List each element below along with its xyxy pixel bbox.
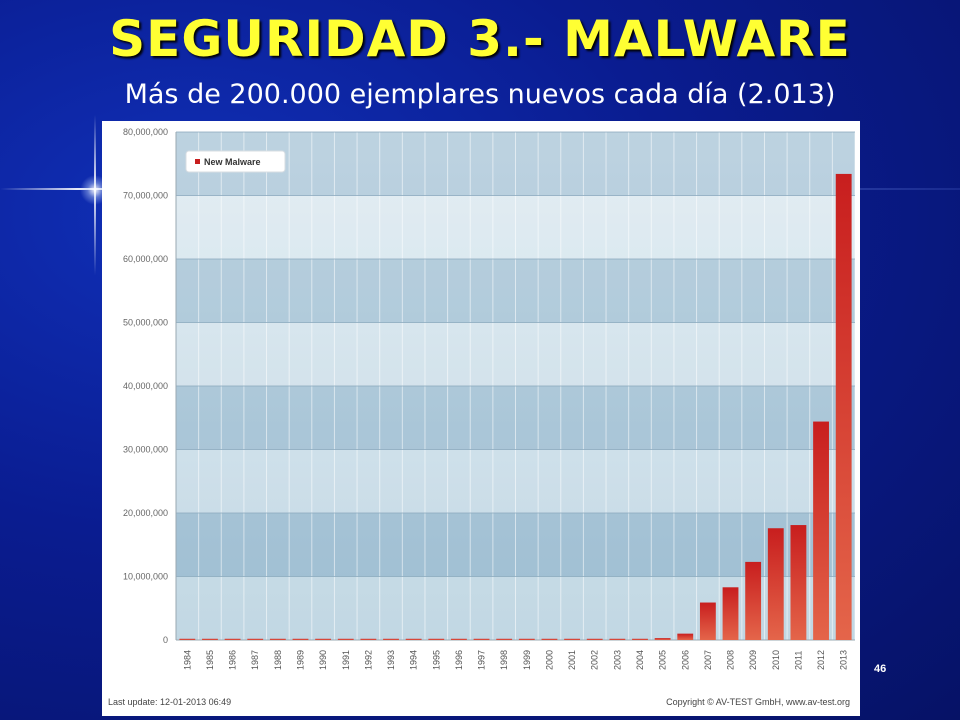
- x-tick-label: 2000: [544, 650, 554, 670]
- x-tick-label: 2005: [658, 650, 668, 670]
- bar-2004: [632, 638, 648, 640]
- legend-box: [185, 150, 286, 173]
- malware-chart-panel: 0 10,000,000 20,000,000 30,000,000 40,000,00…: [102, 121, 860, 716]
- x-tick-label: 2006: [680, 650, 690, 670]
- bar-1990: [315, 638, 332, 640]
- bar-2006: [677, 633, 694, 640]
- bar-1998: [496, 638, 513, 640]
- bar-1984: [179, 638, 196, 640]
- malware-bar-chart: 0 10,000,000 20,000,000 30,000,000 40,000,00…: [108, 127, 856, 707]
- legend-swatch: [195, 159, 200, 164]
- bar-1986: [224, 638, 241, 640]
- x-tick-label: 1995: [431, 650, 441, 670]
- x-tick-label: 1998: [499, 650, 509, 670]
- bar-2008: [722, 587, 739, 640]
- x-tick-label: 1992: [363, 650, 373, 670]
- x-tick-label: 1987: [250, 650, 260, 670]
- y-tick-label: 70,000,000: [123, 191, 168, 201]
- x-tick-label: 2013: [839, 650, 849, 670]
- y-tick-label: 30,000,000: [123, 445, 168, 455]
- x-tick-label: 1999: [522, 650, 532, 670]
- x-tick-label: 1990: [318, 650, 328, 670]
- bar-2009: [745, 561, 762, 640]
- x-tick-label: 1993: [386, 650, 396, 670]
- y-tick-label: 60,000,000: [123, 254, 168, 264]
- x-tick-label: 2008: [726, 650, 736, 670]
- bar-2011: [790, 525, 807, 640]
- bar-2007: [699, 602, 716, 640]
- x-tick-label: 1989: [295, 650, 305, 670]
- bar-1989: [292, 638, 309, 640]
- x-tick-label: 1991: [341, 650, 351, 670]
- x-tick-label: 2002: [590, 650, 600, 670]
- bar-1992: [360, 638, 377, 640]
- bar-1994: [405, 638, 422, 640]
- bar-1988: [269, 638, 286, 640]
- x-tick-label: 2011: [793, 651, 803, 670]
- x-tick-label: 1986: [228, 650, 238, 670]
- bar-2010: [767, 528, 784, 640]
- x-tick-label: 1997: [477, 650, 487, 670]
- y-tick-label: 10,000,000: [123, 572, 168, 582]
- y-tick-label: 20,000,000: [123, 508, 168, 518]
- bar-2002: [586, 638, 603, 640]
- copyright-label: Copyright © AV-TEST GmbH, www.av-test.or…: [666, 697, 850, 707]
- x-tick-label: 1984: [182, 650, 192, 670]
- bar-2012: [813, 421, 829, 640]
- bar-2003: [609, 638, 626, 640]
- bar-1993: [383, 638, 399, 640]
- x-tick-label: 2007: [703, 650, 713, 670]
- bar-1997: [473, 638, 490, 640]
- x-tick-label: 1996: [454, 650, 464, 670]
- x-tick-label: 1985: [205, 650, 215, 670]
- bar-1996: [450, 638, 467, 640]
- last-update-label: Last update: 12-01-2013 06:49: [108, 697, 231, 707]
- page-number: 46: [874, 663, 887, 675]
- legend-label: New Malware: [204, 157, 261, 167]
- bar-1987: [247, 638, 264, 640]
- bar-2005: [654, 638, 671, 640]
- bar-1991: [337, 638, 354, 640]
- x-tick-label: 2012: [816, 650, 826, 670]
- x-tick-label: 2003: [612, 650, 622, 670]
- y-tick-label: 50,000,000: [123, 318, 168, 328]
- x-tick-label: 2009: [748, 650, 758, 670]
- x-tick-label: 2001: [567, 650, 577, 670]
- bar-1999: [518, 638, 535, 640]
- y-tick-label: 40,000,000: [123, 381, 168, 391]
- x-tick-label: 2004: [635, 650, 645, 670]
- x-tick-label: 1988: [273, 650, 283, 670]
- bar-2000: [541, 638, 558, 640]
- slide-subtitle: Más de 200.000 ejemplares nuevos cada dí…: [124, 79, 836, 110]
- bar-1995: [428, 638, 445, 640]
- bar-2013: [835, 173, 852, 640]
- bar-2001: [564, 638, 581, 640]
- x-tick-label: 1994: [409, 650, 419, 670]
- bar-1985: [202, 638, 218, 640]
- y-tick-label: 80,000,000: [123, 127, 168, 137]
- x-tick-label: 2010: [771, 650, 781, 670]
- y-tick-label: 0: [163, 635, 168, 645]
- slide-title: SEGURIDAD 3.- MALWARE: [109, 10, 851, 68]
